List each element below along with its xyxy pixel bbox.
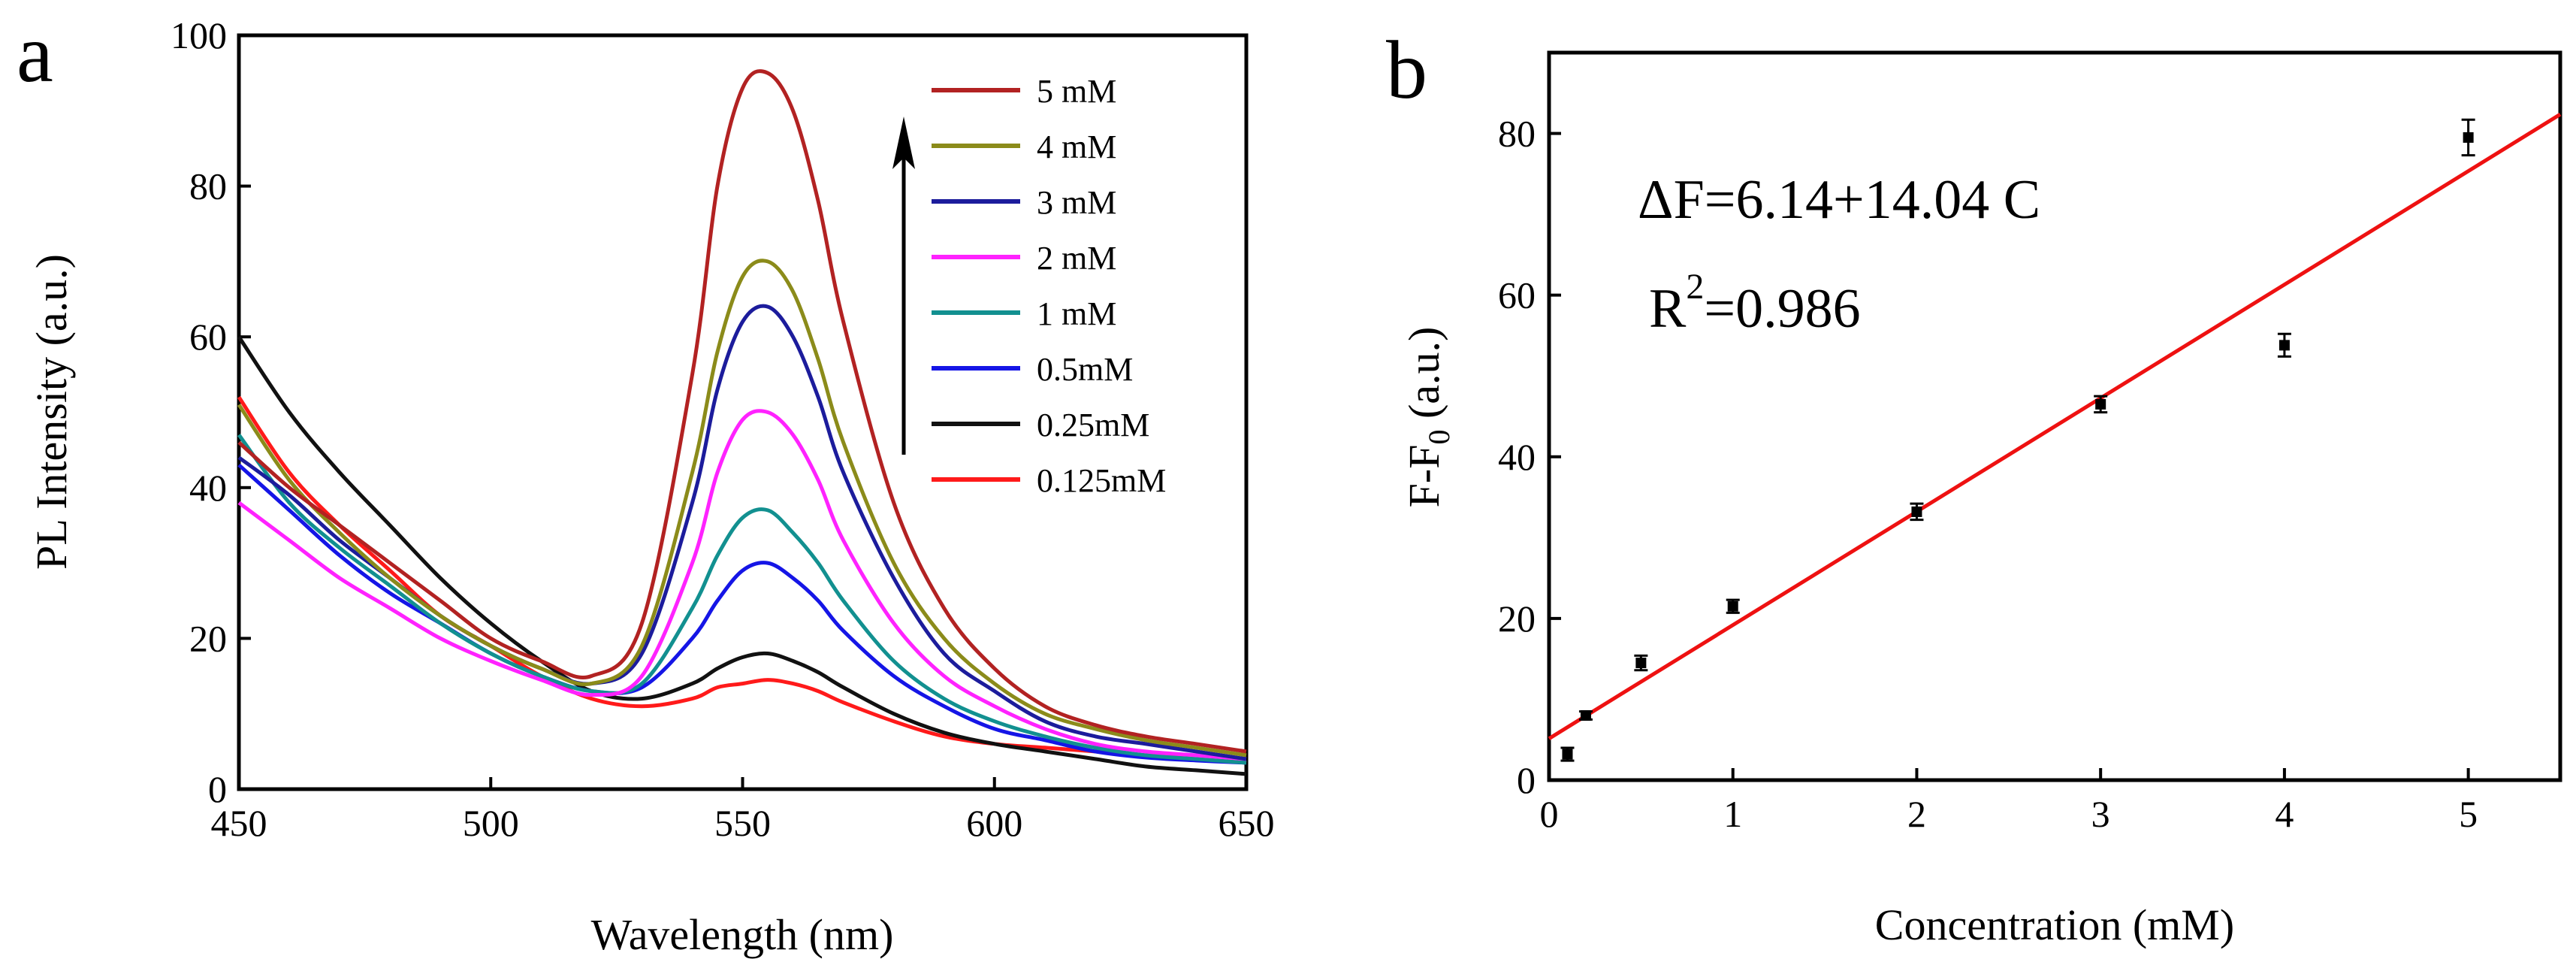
legend-label: 3 mM [1037, 184, 1116, 221]
y-tick-label: 40 [189, 467, 227, 509]
series-line-0.5mM [237, 463, 1247, 765]
chart-b-fit-line [1548, 113, 2562, 740]
y-tick-label: 100 [171, 14, 227, 56]
x-tick-label: 600 [966, 802, 1022, 844]
chart-b-ylabel-main: F-F [1400, 445, 1448, 508]
chart-b-xlabel: Concentration (mM) [1875, 900, 2234, 949]
x-tick-label: 4 [2275, 793, 2294, 835]
fit-line [1548, 113, 2562, 740]
r-squared: R2=0.986 [1649, 267, 1861, 340]
y-tick-label: 80 [189, 165, 227, 207]
data-point [1727, 600, 1738, 612]
x-tick-label: 1 [1723, 793, 1742, 835]
y-tick-label: 60 [189, 316, 227, 358]
panel-a-letter: a [17, 8, 53, 99]
series-line-4mM [237, 259, 1247, 758]
series-line-2mM [237, 409, 1247, 761]
fit-equation: ΔF=6.14+14.04 C [1638, 169, 2040, 231]
concentration-arrow [892, 116, 915, 455]
legend-label: 2 mM [1037, 240, 1116, 277]
chart-a-xlabel: Wavelength (nm) [591, 910, 894, 959]
data-point [1580, 709, 1591, 721]
data-point [1635, 658, 1647, 669]
r-squared-sup: 2 [1686, 267, 1704, 307]
r-squared-prefix: R [1649, 278, 1687, 340]
chart-a-series [237, 69, 1247, 776]
data-point [2279, 340, 2290, 351]
legend-label: 1 mM [1037, 295, 1116, 332]
x-tick-label: 3 [2091, 793, 2110, 835]
chart-b-frame [1547, 50, 2562, 782]
y-tick-label: 20 [189, 617, 227, 659]
x-tick-label: 450 [211, 802, 267, 844]
chart-b-x-axis: 0 1 2 3 4 5 [1540, 768, 2478, 835]
data-point [1911, 506, 1922, 517]
y-tick-label: 0 [1517, 759, 1536, 801]
y-tick-label: 40 [1498, 436, 1536, 478]
data-point [2463, 132, 2474, 143]
x-tick-label: 0 [1540, 793, 1559, 835]
chart-a-x-axis: 450 500 550 600 650 [211, 777, 1275, 844]
series-line-1mM [237, 434, 1247, 765]
r-squared-value: =0.986 [1704, 278, 1860, 340]
legend-label: 0.25mM [1037, 407, 1149, 443]
x-tick-label: 500 [463, 802, 519, 844]
y-tick-label: 20 [1498, 597, 1536, 640]
legend-label: 4 mM [1037, 129, 1116, 165]
arrow-head [892, 116, 915, 169]
legend-label: 0.5mM [1037, 351, 1133, 388]
data-point [1562, 749, 1573, 760]
y-tick-label: 0 [208, 768, 227, 810]
chart-a: 0 20 40 60 80 100 450 500 550 600 650 5 mM 4 mM 3 m… [27, 14, 1275, 959]
x-tick-label: 650 [1219, 802, 1275, 844]
x-tick-label: 550 [714, 802, 771, 844]
x-tick-label: 5 [2459, 793, 2478, 835]
chart-a-ylabel: PL Intensity (a.u.) [27, 254, 76, 570]
chart-a-legend: 5 mM 4 mM 3 mM 2 mM 1 mM 0.5mM 0.25mM 0.125mM [932, 73, 1166, 499]
legend-label: 0.125mM [1037, 462, 1166, 499]
series-line-5mM [237, 69, 1247, 754]
data-point [2095, 398, 2106, 410]
chart-b-ylabel-sub: 0 [1422, 430, 1456, 445]
chart-b-points [1560, 118, 2475, 762]
chart-b-y-axis: 0 20 40 60 80 [1498, 113, 1561, 801]
chart-b-ylabel-tail: (a.u.) [1400, 327, 1448, 430]
series-line-0.25mM [237, 335, 1247, 776]
series-line-0.125mM [237, 396, 1247, 765]
chart-b-ylabel: F-F0 (a.u.) [1400, 327, 1456, 508]
legend-label: 5 mM [1037, 73, 1116, 110]
panel-b-letter: b [1386, 24, 1427, 116]
x-tick-label: 2 [1907, 793, 1926, 835]
y-tick-label: 80 [1498, 113, 1536, 155]
chart-a-y-axis: 0 20 40 60 80 100 [171, 14, 251, 810]
y-tick-label: 60 [1498, 274, 1536, 316]
